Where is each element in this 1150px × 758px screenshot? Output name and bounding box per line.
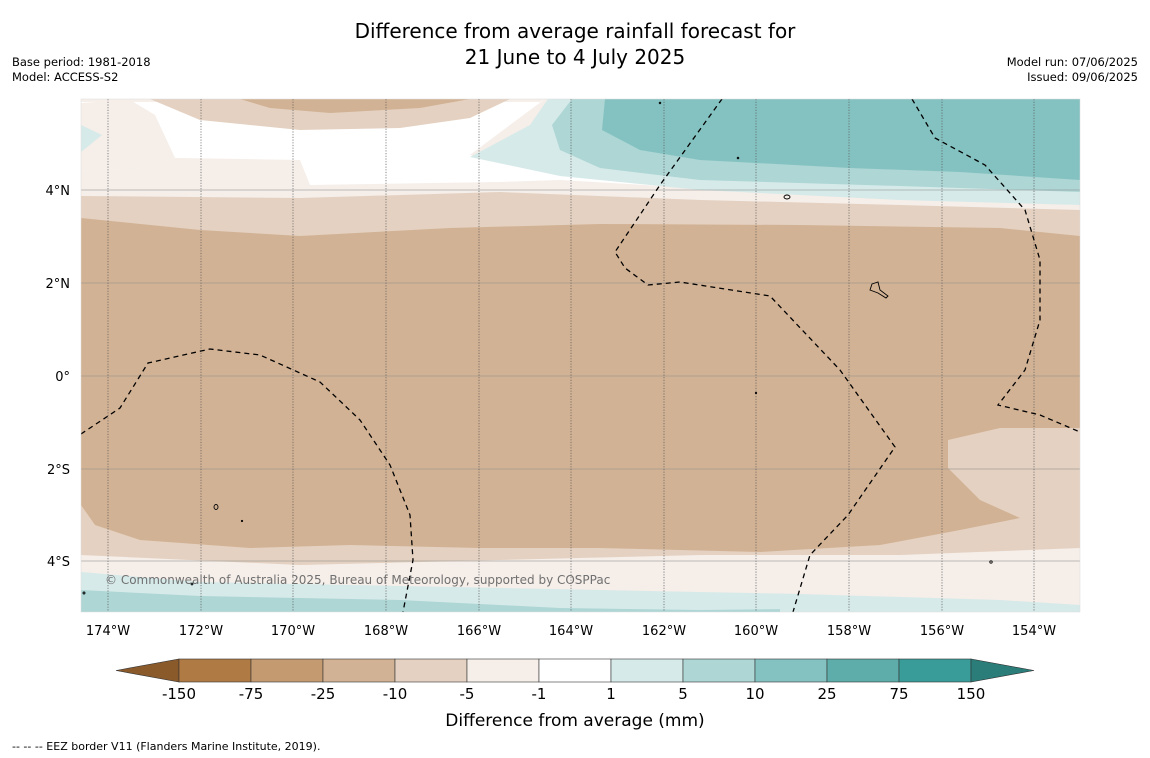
colorbar-swatch bbox=[682, 658, 756, 683]
colorbar-tick: 75 bbox=[889, 685, 908, 703]
lat-label: 2°N bbox=[46, 277, 71, 292]
colorbar: -150 -75 -25 -10 -5 -1 1 5 10 25 75 150 … bbox=[115, 658, 1035, 731]
chart-title: Difference from average rainfall forecas… bbox=[0, 18, 1150, 70]
colorbar-segments bbox=[115, 658, 1035, 683]
lat-gridlines bbox=[81, 189, 1080, 562]
colorbar-extend-high bbox=[970, 658, 1035, 683]
colorbar-tick: 25 bbox=[817, 685, 836, 703]
colorbar-tick: 1 bbox=[606, 685, 616, 703]
colorbar-tick: 10 bbox=[745, 685, 764, 703]
colorbar-swatch bbox=[538, 658, 612, 683]
base-period: Base period: 1981-2018 bbox=[12, 55, 151, 69]
rainfall-contours: © Commonwealth of Australia 2025, Bureau… bbox=[81, 99, 1080, 612]
colorbar-label: Difference from average (mm) bbox=[445, 711, 704, 731]
lon-label: 166°W bbox=[457, 624, 501, 639]
lat-label: 4°S bbox=[47, 555, 70, 570]
colorbar-swatch bbox=[394, 658, 468, 683]
colorbar-swatch bbox=[754, 658, 828, 683]
colorbar-tick: -10 bbox=[383, 685, 408, 703]
run-info: Model run: 07/06/2025 Issued: 09/06/2025 bbox=[1007, 55, 1138, 85]
colorbar-ticks: -150 -75 -25 -10 -5 -1 1 5 10 25 75 150 bbox=[162, 685, 985, 703]
lon-label: 154°W bbox=[1012, 624, 1056, 639]
colorbar-tick: -1 bbox=[532, 685, 547, 703]
lon-labels: 174°W 172°W 170°W 168°W 166°W 164°W 162°… bbox=[86, 624, 1056, 639]
model-run: Model run: 07/06/2025 bbox=[1006, 55, 1138, 69]
lon-gridlines bbox=[107, 99, 1035, 612]
base-info: Base period: 1981-2018 Model: ACCESS-S2 bbox=[12, 55, 151, 85]
lon-label: 158°W bbox=[827, 624, 871, 639]
colorbar-swatch bbox=[466, 658, 540, 683]
lon-label: 162°W bbox=[642, 624, 686, 639]
colorbar-swatch bbox=[826, 658, 900, 683]
colorbar-tick: -150 bbox=[162, 685, 196, 703]
issued-date: Issued: 09/06/2025 bbox=[1027, 70, 1138, 84]
lon-label: 164°W bbox=[549, 624, 593, 639]
lat-labels: 4°N 2°N 0° 2°S 4°S bbox=[46, 184, 71, 570]
lat-label: 0° bbox=[55, 370, 70, 385]
colorbar-swatch bbox=[322, 658, 396, 683]
colorbar-tick: -5 bbox=[460, 685, 475, 703]
islands bbox=[82, 101, 993, 595]
model-name: Model: ACCESS-S2 bbox=[12, 70, 119, 84]
eez-borders bbox=[81, 99, 1080, 612]
lon-label: 172°W bbox=[179, 624, 223, 639]
title-line-2: 21 June to 4 July 2025 bbox=[464, 45, 686, 69]
lat-label: 4°N bbox=[46, 184, 71, 199]
title-line-1: Difference from average rainfall forecas… bbox=[354, 19, 796, 43]
colorbar-tick: -75 bbox=[239, 685, 264, 703]
colorbar-extend-low bbox=[115, 658, 180, 683]
lon-label: 156°W bbox=[920, 624, 964, 639]
colorbar-tick: 5 bbox=[678, 685, 688, 703]
colorbar-swatch bbox=[898, 658, 972, 683]
lon-label: 170°W bbox=[271, 624, 315, 639]
copyright-text: © Commonwealth of Australia 2025, Bureau… bbox=[105, 573, 610, 587]
lat-label: 2°S bbox=[47, 463, 70, 478]
colorbar-swatch bbox=[250, 658, 324, 683]
colorbar-swatch bbox=[610, 658, 684, 683]
lon-label: 174°W bbox=[86, 624, 130, 639]
lon-label: 168°W bbox=[364, 624, 408, 639]
lon-label: 160°W bbox=[734, 624, 778, 639]
eez-footer-note: -- -- -- EEZ border V11 (Flanders Marine… bbox=[12, 740, 321, 753]
colorbar-tick: 150 bbox=[957, 685, 986, 703]
colorbar-tick: -25 bbox=[311, 685, 336, 703]
colorbar-swatch bbox=[178, 658, 252, 683]
